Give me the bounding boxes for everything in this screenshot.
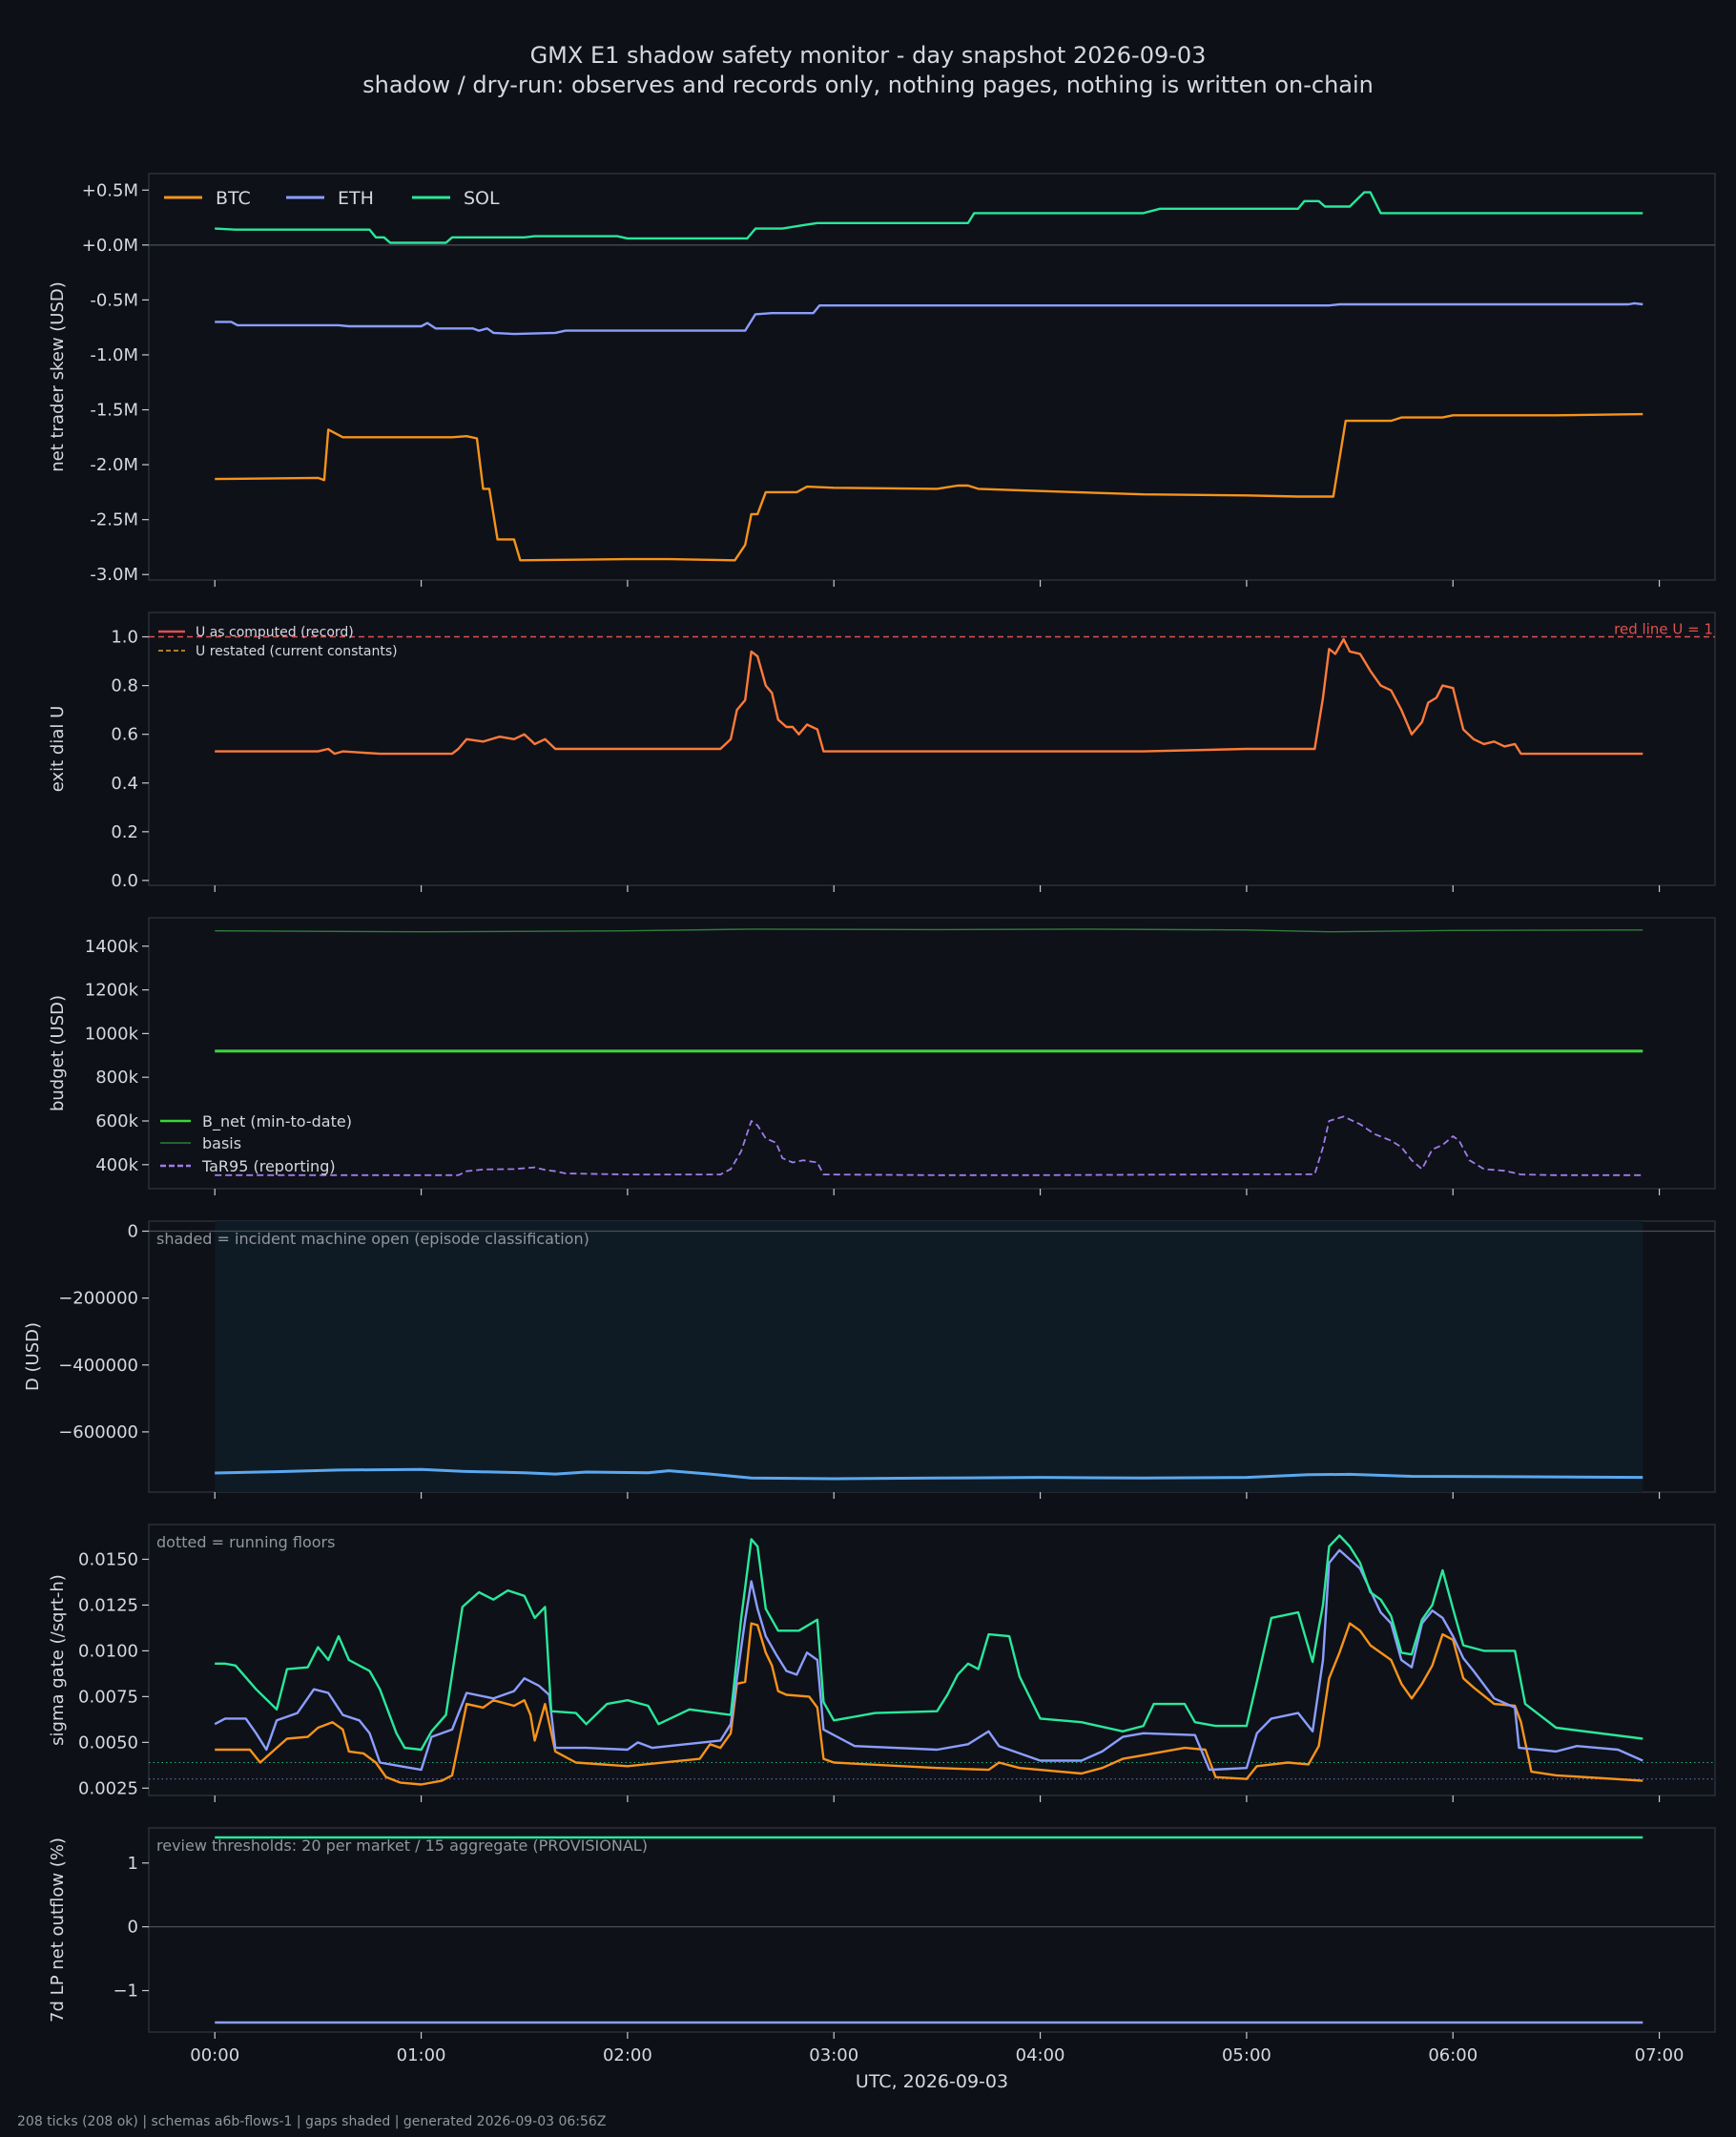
y-tick-label: 0 bbox=[128, 1918, 138, 1938]
y-tick-label: −200000 bbox=[58, 1289, 138, 1309]
x-tick-label: 03:00 bbox=[809, 2045, 858, 2065]
y-tick-label: 0 bbox=[128, 1222, 138, 1242]
y-tick-label: 0.8 bbox=[111, 676, 138, 696]
y-tick-label: 400k bbox=[95, 1155, 138, 1175]
y-tick-label: +0.5M bbox=[82, 180, 138, 200]
chart-title: GMX E1 shadow safety monitor - day snaps… bbox=[530, 42, 1207, 69]
y-tick-label: 1 bbox=[128, 1854, 138, 1874]
panel-annotation: review thresholds: 20 per market / 15 ag… bbox=[156, 1836, 648, 1855]
y-axis-label: 7d LP net outflow (%) bbox=[48, 1837, 68, 2023]
y-tick-label: 1000k bbox=[85, 1024, 139, 1044]
panel-drawdown: 0 −200000 −400000 −600000 D (USD) shaded = in… bbox=[23, 1220, 1716, 1499]
y-tick-label: -1.0M bbox=[90, 345, 138, 365]
y-tick-label: −600000 bbox=[58, 1422, 138, 1442]
y-tick-label: 0.0150 bbox=[78, 1549, 138, 1569]
panel-frame bbox=[148, 612, 1716, 886]
legend-label: U as computed (record) bbox=[196, 625, 354, 640]
y-tick-label: -3.0M bbox=[90, 565, 138, 585]
x-tick-label: 04:00 bbox=[1016, 2045, 1065, 2065]
series-line-sol bbox=[215, 191, 1643, 244]
legend-label: ETH bbox=[338, 188, 374, 209]
y-tick-label: +0.0M bbox=[82, 236, 138, 256]
series-line-sol bbox=[215, 1534, 1643, 1752]
x-tick-label: 06:00 bbox=[1428, 2045, 1478, 2065]
y-tick-label: -1.5M bbox=[90, 401, 138, 421]
y-tick-label: 1400k bbox=[85, 937, 139, 957]
y-tick-label: 600k bbox=[95, 1111, 138, 1131]
incident-shade bbox=[215, 1221, 1643, 1492]
series-line-btc bbox=[215, 412, 1643, 562]
panel-annotation: dotted = running floors bbox=[156, 1533, 335, 1551]
panel-frame bbox=[148, 1827, 1716, 2033]
legend-label: BTC bbox=[216, 188, 251, 209]
panel-sigma_gate: 0.0025 0.0050 0.0075 0.0100 0.0125 0.0150 sigm… bbox=[48, 1524, 1716, 1802]
y-tick-label: 0.0025 bbox=[78, 1778, 138, 1798]
y-axis-label: net trader skew (USD) bbox=[48, 281, 68, 472]
series-line-d bbox=[215, 1467, 1643, 1481]
y-axis-label: sigma gate (/sqrt-h) bbox=[48, 1574, 68, 1746]
y-tick-label: 1200k bbox=[85, 981, 139, 1001]
y-tick-label: -0.5M bbox=[90, 290, 138, 310]
y-tick-label: 1.0 bbox=[111, 628, 138, 648]
x-tick-label: 00:00 bbox=[190, 2045, 239, 2065]
y-tick-label: 0.6 bbox=[111, 725, 138, 745]
y-tick-label: −400000 bbox=[58, 1356, 138, 1376]
y-axis-label: exit dial U bbox=[48, 706, 68, 793]
y-tick-label: 0.4 bbox=[111, 774, 138, 794]
chart-subtitle: shadow / dry-run: observes and records o… bbox=[362, 72, 1374, 98]
series-line-eth bbox=[215, 301, 1643, 336]
panel-skew: +0.5M +0.0M -0.5M -1.0M -1.5M -2.0M -2.5M -3.0M… bbox=[48, 173, 1716, 587]
y-tick-label: 0.0075 bbox=[78, 1687, 138, 1707]
panel-budget: 400k 600k 800k 1000k 1200k 1400k budget (USD) B… bbox=[48, 917, 1716, 1195]
panel-frame bbox=[148, 173, 1716, 581]
legend-label: basis bbox=[202, 1134, 241, 1152]
y-tick-label: 0.0050 bbox=[78, 1732, 138, 1753]
y-tick-label: 0.0 bbox=[111, 871, 138, 891]
red-line-label: red line U = 1 bbox=[1614, 621, 1713, 638]
y-tick-label: 0.2 bbox=[111, 822, 138, 842]
x-tick-label: 02:00 bbox=[603, 2045, 652, 2065]
legend-label: B_net (min-to-date) bbox=[202, 1112, 352, 1131]
y-tick-label: 0.0100 bbox=[78, 1641, 138, 1661]
y-tick-label: 800k bbox=[95, 1068, 138, 1088]
series-line-basis bbox=[215, 928, 1643, 933]
legend-label: U restated (current constants) bbox=[196, 644, 398, 659]
y-tick-label: −1 bbox=[113, 1981, 138, 2002]
series-line-btc bbox=[215, 1622, 1643, 1786]
y-axis-label: budget (USD) bbox=[48, 995, 68, 1111]
x-tick-label: 01:00 bbox=[397, 2045, 446, 2065]
legend-label: SOL bbox=[464, 188, 500, 209]
series-line-eth bbox=[214, 1548, 1643, 1772]
panel-lp_outflow: 1 0 −1 00:00 01:00 02:00 03:00 04:00 05:00 06:00 0… bbox=[48, 1827, 1716, 2092]
footer-status: 208 ticks (208 ok) | schemas a6b-flows-1… bbox=[17, 2114, 606, 2129]
y-axis-label: D (USD) bbox=[23, 1322, 43, 1391]
x-tick-label: 07:00 bbox=[1635, 2045, 1684, 2065]
y-tick-label: -2.5M bbox=[90, 510, 138, 530]
x-axis-label: UTC, 2026-09-03 bbox=[856, 2071, 1008, 2092]
panel-frame bbox=[148, 1524, 1716, 1796]
y-tick-label: 0.0125 bbox=[78, 1595, 138, 1615]
legend-label: TaR95 (reporting) bbox=[201, 1157, 336, 1175]
panel-exit_dial: red line U = 1 0.0 0.2 0.4 0.6 0.8 1.0 exit dia… bbox=[48, 612, 1716, 892]
x-tick-label: 05:00 bbox=[1222, 2045, 1271, 2065]
y-tick-label: -2.0M bbox=[90, 455, 138, 475]
panel-frame bbox=[148, 917, 1716, 1190]
panel-annotation: shaded = incident machine open (episode … bbox=[156, 1230, 589, 1248]
series-line-u-as-computed-record bbox=[215, 637, 1643, 756]
panels: +0.5M +0.0M -0.5M -1.0M -1.5M -2.0M -2.5M -3.0M… bbox=[23, 173, 1716, 2092]
